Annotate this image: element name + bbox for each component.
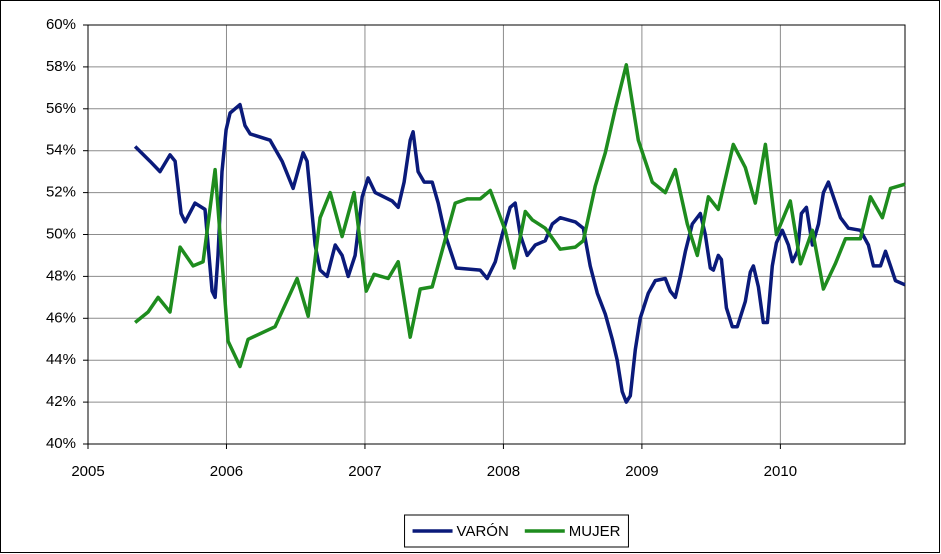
y-tick-label: 42% [46, 393, 76, 410]
legend-label: MUJER [569, 523, 621, 540]
x-tick-label: 2009 [625, 463, 658, 480]
x-tick-label: 2007 [348, 463, 381, 480]
y-tick-label: 60% [46, 16, 76, 33]
x-tick-label: 2006 [210, 463, 243, 480]
y-tick-label: 48% [46, 267, 76, 284]
y-tick-label: 50% [46, 225, 76, 242]
y-tick-label: 58% [46, 58, 76, 75]
x-tick-label: 2005 [71, 463, 104, 480]
y-tick-label: 52% [46, 184, 76, 201]
series-line [133, 102, 906, 404]
y-tick-label: 56% [46, 100, 76, 117]
y-tick-label: 54% [46, 142, 76, 159]
series-line [134, 63, 906, 369]
plot-area [87, 24, 906, 445]
y-tick-label: 46% [46, 309, 76, 326]
x-tick-label: 2008 [487, 463, 520, 480]
legend-label: VARÓN [457, 523, 509, 540]
y-tick-label: 44% [46, 351, 76, 368]
y-tick-label: 40% [46, 435, 76, 452]
x-tick-label: 2010 [764, 463, 797, 480]
